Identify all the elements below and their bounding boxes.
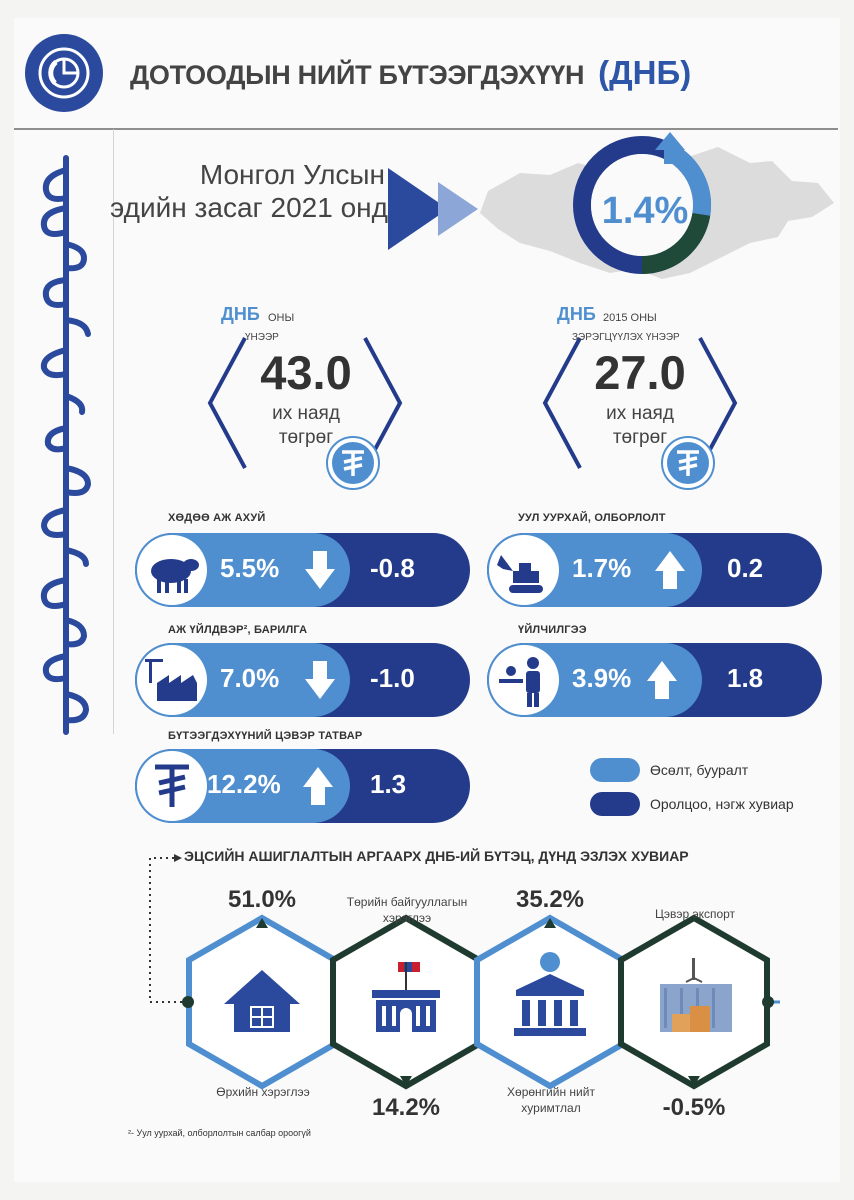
structure-label: Хөрөнгийн нийт хуримтлал: [466, 1084, 636, 1116]
bank-icon: [514, 952, 586, 1036]
factory-icon: [137, 645, 207, 715]
sector-contribution: 0.2: [727, 553, 764, 583]
hero-line-1: Монгол Улсын: [199, 159, 385, 190]
gdp-2015-label-a: 2015 ОНЫ: [603, 312, 657, 324]
structure-label: Төрийн байгууллагын хэрэглээ: [322, 894, 492, 926]
page-title: ДОТООДЫН НИЙТ БҮТЭЭГДЭХҮҮН (ДНБ): [130, 54, 691, 98]
hero-text: Монгол Улсын эдийн засаг 2021 онд: [110, 158, 388, 224]
sector-growth: 12.2%: [207, 769, 281, 799]
structure-label-line-1: Төрийн байгууллагын: [346, 895, 468, 909]
structure-value: 51.0%: [227, 886, 297, 913]
sector-growth: 3.9%: [572, 663, 632, 693]
growth-ring-chart: [573, 132, 711, 274]
sector-growth: 5.5%: [220, 553, 280, 583]
excavator-icon: [489, 535, 559, 605]
hero-line-2: эдийн засаг 2021 онд: [110, 192, 388, 223]
sector-pill: 5.5% -0.8: [135, 533, 470, 607]
sector-pill: 7.0% -1.0: [135, 643, 470, 717]
tugrik-icon: [663, 438, 713, 488]
title-main: ДОТООДЫН НИЙТ БҮТЭЭГДЭХҮҮН: [130, 60, 585, 90]
arrow-down-icon: [305, 551, 335, 589]
gdp-current-unit-1: их наяд: [272, 403, 340, 424]
gdp-2015-label-b: ЗЭРЭГЦҮҮЛЭХ ҮНЭЭР: [572, 332, 680, 343]
title-accent: (ДНБ): [598, 54, 692, 91]
growth-rate: 1.4%: [601, 190, 689, 232]
gdp-current-label-a: ОНЫ: [268, 312, 295, 324]
footnote: ²- Уул уурхай, олборлолтын салбар ороогү…: [128, 1128, 311, 1138]
sector-contribution: 1.8: [727, 663, 764, 693]
sector-pill: 12.2% 1.3: [135, 749, 470, 823]
mongolian-script-image: [40, 155, 92, 735]
government-building-icon: [372, 962, 440, 1032]
arrow-up-icon: [303, 767, 333, 805]
sector-pill: 3.9% 1.8: [487, 643, 822, 717]
sheep-icon: [137, 535, 207, 605]
structure-label: Цэвэр экспорт: [654, 907, 736, 921]
tugrik-icon: [137, 751, 207, 821]
arrow-down-icon: [305, 661, 335, 699]
sector-growth: 7.0%: [220, 663, 280, 693]
arrow-up-icon: [655, 551, 685, 589]
structure-label-line-2: хуримтлал: [521, 1101, 581, 1115]
container-crane-icon: [660, 958, 732, 1032]
arrow-up-icon: [647, 661, 677, 699]
header-divider: [14, 128, 838, 130]
structure-value: 14.2%: [371, 1094, 441, 1121]
structure-title: ЭЦСИЙН АШИГЛАЛТЫН АРГААРХ ДНБ-ИЙ БҮТЭЦ, …: [184, 848, 689, 864]
sector-pill: 1.7% 0.2: [487, 533, 822, 607]
gdp-current-prefix: ДНБ: [221, 304, 260, 324]
gdp-2015-value: 27.0: [594, 346, 686, 399]
gdp-2015-prefix: ДНБ: [557, 304, 596, 324]
structure-value: 35.2%: [515, 886, 585, 913]
structure-label-line-1: Хөрөнгийн нийт: [507, 1085, 595, 1099]
structure-hexagons-diagram: [149, 854, 780, 1090]
sector-growth: 1.7%: [572, 553, 632, 583]
house-icon: [224, 970, 300, 1032]
sector-label: УУЛ УУРХАЙ, ОЛБОРЛОЛТ: [518, 512, 666, 524]
sector-contribution: -1.0: [370, 663, 415, 693]
gdp-current-value: 43.0: [260, 346, 352, 399]
service-person-icon: [489, 645, 559, 715]
legend-label: Өсөлт, бууралт: [650, 762, 749, 778]
sector-label: ХӨДӨӨ АЖ АХУЙ: [168, 512, 266, 524]
gdp-current-unit-2: төгрөг: [278, 427, 334, 448]
sector-label: АЖ ҮЙЛДВЭР², БАРИЛГА: [168, 624, 308, 636]
legend-swatch: [590, 792, 640, 816]
legend-item: Оролцоо, нэгж хувиар: [590, 792, 794, 816]
legend-item: Өсөлт, бууралт: [590, 758, 748, 782]
sector-label: ҮЙЛЧИЛГЭЭ: [518, 624, 587, 636]
pie-chart-icon: [25, 34, 103, 112]
sector-label: БҮТЭЭГДЭХҮҮНИЙ ЦЭВЭР ТАТВАР: [168, 730, 363, 742]
legend-swatch: [590, 758, 640, 782]
structure-label: Өрхийн хэрэглээ: [216, 1085, 310, 1099]
gdp-current-label-b: ҮНЭЭР: [245, 332, 279, 343]
gdp-2015-unit-2: төгрөг: [612, 427, 668, 448]
gdp-2015-unit-1: их наяд: [606, 403, 674, 424]
sector-contribution: -0.8: [370, 553, 415, 583]
play-arrows-icon: [388, 168, 478, 250]
tugrik-icon: [328, 438, 378, 488]
structure-value: -0.5%: [662, 1094, 726, 1121]
column-divider: [113, 129, 114, 734]
legend-label: Оролцоо, нэгж хувиар: [650, 796, 794, 812]
sector-contribution: 1.3: [370, 769, 407, 799]
structure-label-line-2: хэрэглээ: [382, 911, 432, 925]
